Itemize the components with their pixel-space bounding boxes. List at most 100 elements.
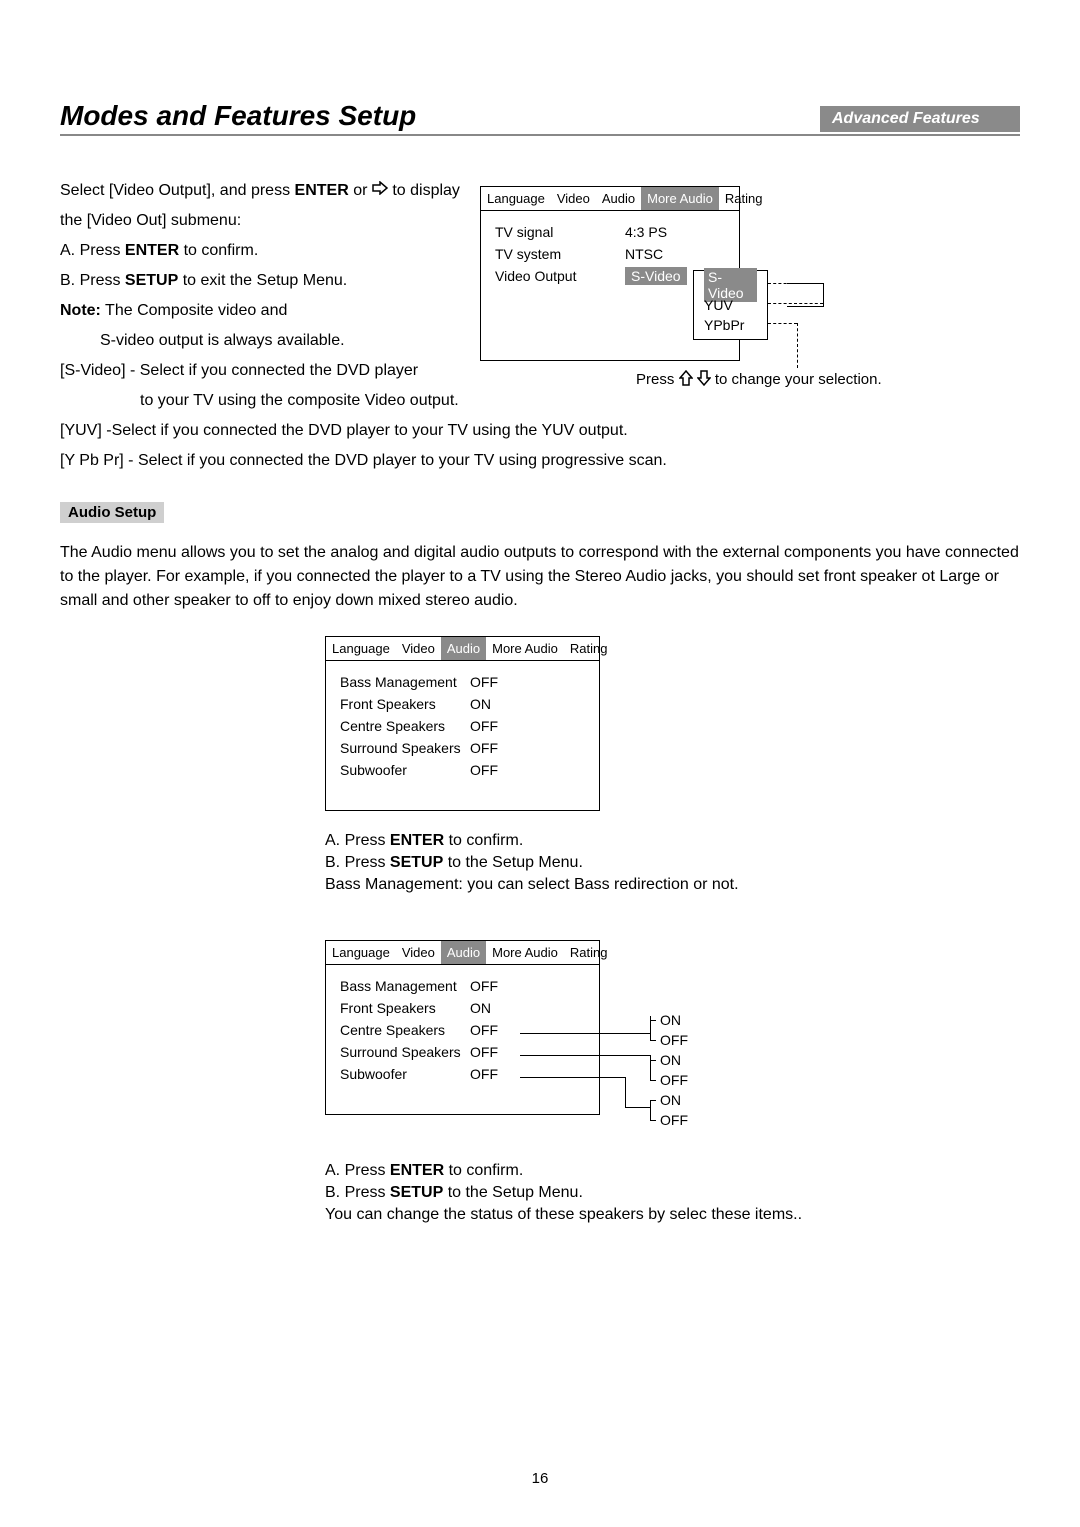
side-opt-0-label: ON (660, 1012, 681, 1028)
advanced-features-bar: Advanced Features (820, 106, 1020, 132)
audio-setup-para: The Audio menu allows you to set the ana… (60, 541, 1020, 613)
dotted-v2 (797, 323, 798, 368)
a1-tab-video[interactable]: Video (396, 637, 441, 660)
tab-language[interactable]: Language (481, 187, 551, 210)
audio-text-1: A. Press ENTER to confirm. B. Press SETU… (325, 830, 739, 896)
video-row-1-value: NTSC (625, 246, 695, 262)
a2-tab-language[interactable]: Language (326, 941, 396, 964)
page: Modes and Features Setup Advanced Featur… (0, 0, 1080, 1527)
at1-b2: to the Setup Menu. (443, 854, 583, 871)
side-opt-4-label: ON (660, 1092, 681, 1108)
conn-h3 (520, 1077, 625, 1078)
a1-row-1[interactable]: Front SpeakersON (340, 693, 585, 715)
a2-tab-video[interactable]: Video (396, 941, 441, 964)
at1-c: Bass Management: you can select Bass red… (325, 874, 739, 896)
a2-l2: Centre Speakers (340, 1022, 470, 1038)
at2-c: You can change the status of these speak… (325, 1204, 802, 1226)
side-opt-3[interactable]: OFF (650, 1070, 688, 1090)
video-row-0[interactable]: TV signal 4:3 PS (495, 221, 725, 243)
at2-enter: ENTER (390, 1162, 444, 1179)
video-row-1[interactable]: TV system NTSC (495, 243, 725, 265)
a2-v2: OFF (470, 1022, 498, 1038)
intro-b-a: B. Press (60, 272, 125, 289)
right-arrow-icon (372, 176, 388, 206)
intro-line1c: to display (388, 182, 460, 199)
press-hint: Press to change your selection. (636, 370, 882, 390)
a1-row-3[interactable]: Surround SpeakersOFF (340, 737, 585, 759)
intro-line1a: Select [Video Output], and press (60, 182, 295, 199)
a2-tab-audio[interactable]: Audio (441, 941, 486, 964)
at2-setup: SETUP (390, 1184, 443, 1201)
note-a: The Composite video and (101, 302, 287, 319)
intro-text-full: [YUV] -Select if you connected the DVD p… (60, 416, 1020, 476)
conn-h1 (520, 1033, 650, 1034)
tab-video[interactable]: Video (551, 187, 596, 210)
a1-tab-audio[interactable]: Audio (441, 637, 486, 660)
a2-v0: OFF (470, 978, 498, 994)
side-opt-4[interactable]: ON (650, 1090, 688, 1110)
a2-l0: Bass Management (340, 978, 470, 994)
side-opt-0[interactable]: ON (650, 1010, 688, 1030)
a1-v0: OFF (470, 674, 498, 690)
side-opt-2[interactable]: ON (650, 1050, 688, 1070)
video-row-2-value: S-Video (625, 267, 687, 285)
a2-v1: ON (470, 1000, 491, 1016)
audio1-body: Bass ManagementOFF Front SpeakersON Cent… (326, 661, 599, 797)
intro-line2: the [Video Out] submenu: (60, 206, 490, 236)
a2-l1: Front Speakers (340, 1000, 470, 1016)
intro-b-b: to exit the Setup Menu. (178, 272, 347, 289)
at1-setup: SETUP (390, 854, 443, 871)
dotted-3 (768, 323, 797, 324)
side-opt-5[interactable]: OFF (650, 1110, 688, 1130)
up-arrow-icon (679, 370, 693, 390)
note-label: Note: (60, 302, 101, 319)
a1-tab-more-audio[interactable]: More Audio (486, 637, 564, 660)
a1-tab-language[interactable]: Language (326, 637, 396, 660)
a2-row-0[interactable]: Bass ManagementOFF (340, 975, 585, 997)
a1-row-0[interactable]: Bass ManagementOFF (340, 671, 585, 693)
video-row-2[interactable]: Video Output S-Video (495, 265, 725, 287)
press-hint-a: Press (636, 371, 679, 388)
at2-a: A. Press (325, 1162, 390, 1179)
intro-a-a: A. Press (60, 242, 125, 259)
a1-l1: Front Speakers (340, 696, 470, 712)
side-opt-1[interactable]: OFF (650, 1030, 688, 1050)
down-arrow-icon (697, 370, 711, 390)
svideo-line-b: to your TV using the composite Video out… (140, 386, 490, 416)
a1-tab-rating[interactable]: Rating (564, 637, 614, 660)
a2-row-1[interactable]: Front SpeakersON (340, 997, 585, 1019)
a1-row-2[interactable]: Centre SpeakersOFF (340, 715, 585, 737)
video-menu-tabs: Language Video Audio More Audio Rating (481, 187, 739, 211)
at2-a2: to confirm. (444, 1162, 523, 1179)
popout-opt-0[interactable]: S-Video (704, 275, 757, 295)
press-hint-b: to change your selection. (711, 371, 882, 388)
at1-a2: to confirm. (444, 832, 523, 849)
a1-v3: OFF (470, 740, 498, 756)
a1-l0: Bass Management (340, 674, 470, 690)
tab-audio[interactable]: Audio (596, 187, 641, 210)
audio-text-2: A. Press ENTER to confirm. B. Press SETU… (325, 1160, 802, 1226)
tab-more-audio[interactable]: More Audio (641, 187, 719, 210)
a2-tab-more-audio[interactable]: More Audio (486, 941, 564, 964)
a2-row-4[interactable]: SubwooferOFF (340, 1063, 585, 1085)
setup-label: SETUP (125, 272, 178, 289)
a1-l2: Centre Speakers (340, 718, 470, 734)
tab-rating[interactable]: Rating (719, 187, 769, 210)
audio-setup-label: Audio Setup (60, 502, 164, 523)
side-options: ON OFF ON OFF ON OFF (650, 1010, 688, 1130)
at2-b: B. Press (325, 1184, 390, 1201)
popout-opt-1-label: YUV (704, 297, 733, 313)
a2-tab-rating[interactable]: Rating (564, 941, 614, 964)
a2-row-2[interactable]: Centre SpeakersOFF (340, 1019, 585, 1041)
a2-l4: Subwoofer (340, 1066, 470, 1082)
conn-h4 (625, 1107, 650, 1108)
audio-menu-2: Language Video Audio More Audio Rating B… (325, 940, 600, 1115)
popout-opt-2[interactable]: YPbPr (704, 315, 757, 335)
a1-v4: OFF (470, 762, 498, 778)
a2-row-3[interactable]: Surround SpeakersOFF (340, 1041, 585, 1063)
video-row-1-label: TV system (495, 246, 625, 262)
popout-bracket (787, 283, 824, 307)
a1-row-4[interactable]: SubwooferOFF (340, 759, 585, 781)
video-row-2-label: Video Output (495, 268, 625, 284)
page-title: Modes and Features Setup (60, 100, 416, 132)
